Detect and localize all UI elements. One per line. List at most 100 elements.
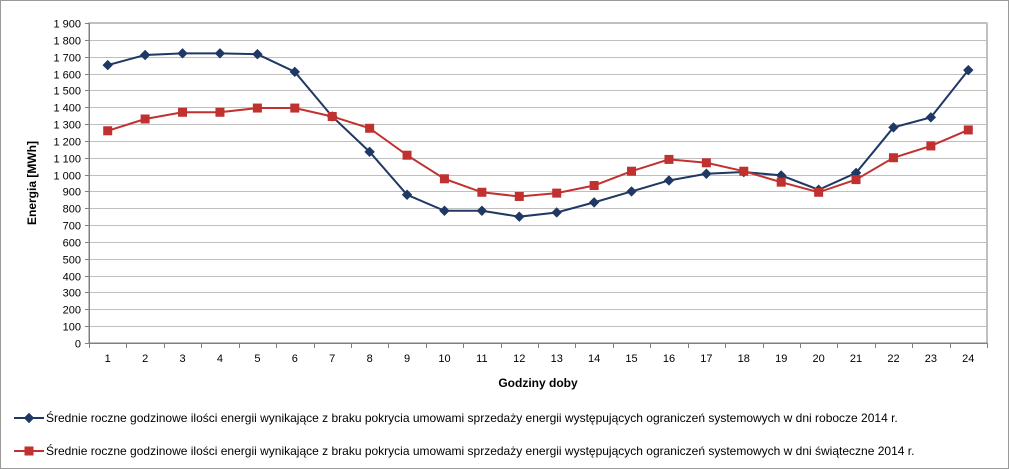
y-tick-label: 500 (63, 255, 81, 267)
y-tick-label: 600 (63, 238, 81, 250)
data-point (664, 154, 674, 164)
data-point (514, 211, 525, 222)
x-tick-label: 1 (105, 353, 111, 365)
grid-lines (89, 23, 987, 327)
x-tick-label: 9 (404, 353, 410, 365)
data-point (776, 177, 786, 187)
x-tick-label: 5 (254, 353, 260, 365)
y-tick-label: 300 (63, 288, 81, 300)
data-point (626, 186, 637, 197)
y-tick-label: 1 200 (53, 137, 81, 149)
series-line (107, 52, 970, 218)
data-point (477, 187, 487, 197)
data-point (888, 122, 899, 133)
x-tick-label: 6 (292, 353, 298, 365)
y-tick-label: 1 300 (53, 120, 81, 132)
data-point (365, 123, 375, 133)
data-point (439, 205, 450, 216)
x-tick-label: 22 (887, 353, 899, 365)
x-tick-label: 14 (588, 353, 600, 365)
data-point (178, 107, 188, 117)
x-tick-label: 24 (962, 353, 974, 365)
x-tick-label: 17 (700, 353, 712, 365)
data-point (476, 205, 488, 216)
data-point (402, 150, 412, 160)
x-tick-label: 16 (663, 353, 675, 365)
data-point (588, 197, 600, 208)
data-point (102, 59, 113, 71)
x-tick-label: 3 (179, 353, 185, 365)
data-point (701, 158, 711, 168)
y-tick-label: 1 400 (53, 103, 81, 115)
y-tick-label: 800 (63, 204, 81, 216)
y-axis-title: Energia [MWh] (25, 141, 39, 225)
data-point (401, 189, 413, 200)
data-point (289, 66, 300, 78)
y-tick-label: 700 (63, 221, 81, 233)
data-point (851, 175, 861, 185)
legend-marker (23, 412, 35, 424)
data-point (925, 112, 937, 123)
x-tick-label: 13 (551, 353, 563, 365)
y-tick-label: 1 600 (53, 70, 81, 82)
data-point (139, 49, 151, 61)
legend-label: Średnie roczne godzinowe ilości energii … (46, 443, 914, 458)
x-tick-label: 12 (513, 353, 525, 365)
data-point (103, 126, 113, 136)
data-point (252, 103, 262, 113)
data-point (963, 125, 973, 135)
legend-entry-1: Średnie roczne godzinowe ilości energii … (14, 410, 898, 425)
data-point (926, 141, 936, 151)
data-point (663, 175, 675, 186)
x-tick-label: 8 (367, 353, 373, 365)
x-tick-label: 4 (217, 353, 223, 365)
data-point (552, 188, 562, 198)
data-point (364, 146, 375, 158)
data-point (814, 187, 824, 197)
plot-area (88, 22, 988, 344)
series-line (107, 107, 969, 198)
series-2 (103, 103, 973, 201)
data-point (888, 153, 898, 163)
y-tick-label: 200 (63, 305, 81, 317)
y-tick-label: 400 (63, 272, 81, 284)
data-point (177, 48, 188, 59)
data-point (214, 48, 226, 59)
series-layer (102, 48, 974, 222)
y-tick-label: 1 500 (53, 86, 81, 98)
data-point (327, 111, 337, 121)
data-point (514, 191, 524, 201)
x-tick-label: 7 (329, 353, 335, 365)
y-tick-label: 1 800 (53, 36, 81, 48)
y-tick-label: 1 700 (53, 53, 81, 65)
x-tick-label: 11 (476, 353, 487, 365)
x-tick-label: 2 (142, 353, 148, 365)
data-point (140, 114, 150, 124)
x-tick-label: 21 (850, 353, 862, 365)
x-tick-label: 18 (738, 353, 750, 365)
data-point (215, 107, 225, 117)
x-tick-label: 15 (625, 353, 637, 365)
data-point (252, 48, 263, 60)
data-point (589, 181, 599, 191)
y-tick-label: 100 (63, 322, 81, 334)
legend: Średnie roczne godzinowe ilości energii … (14, 410, 914, 458)
data-point (439, 174, 449, 184)
legend-label: Średnie roczne godzinowe ilości energii … (46, 410, 898, 425)
y-tick-label: 900 (63, 187, 81, 199)
data-point (290, 103, 300, 113)
legend-entry-2: Średnie roczne godzinowe ilości energii … (14, 443, 914, 458)
y-tick-label: 1 100 (53, 154, 81, 166)
data-point (739, 166, 749, 176)
data-point (701, 168, 712, 179)
y-tick-label: 0 (75, 339, 81, 351)
x-tick-label: 23 (925, 353, 937, 365)
y-tick-label: 1 000 (53, 171, 81, 183)
plot-background (88, 22, 988, 344)
data-point (551, 207, 562, 218)
data-point (627, 166, 637, 176)
axes: 0 100 200 300 400 500 600 700 800 900 1 000 1 100 1 … (53, 19, 988, 365)
x-tick-label: 20 (813, 353, 825, 365)
y-tick-label: 1 900 (53, 19, 81, 31)
